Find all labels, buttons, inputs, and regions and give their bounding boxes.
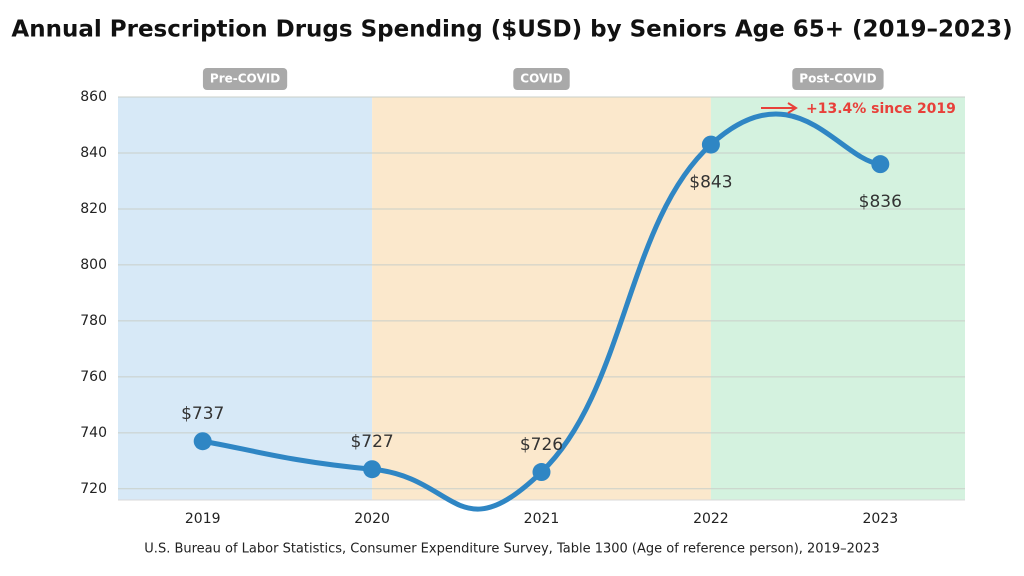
y-tick-label: 820 — [80, 201, 107, 217]
source-note: U.S. Bureau of Labor Statistics, Consume… — [144, 542, 879, 557]
y-tick-label: 780 — [80, 313, 107, 329]
data-point — [363, 460, 382, 479]
y-tick-label: 840 — [80, 145, 107, 161]
region-label: COVID — [520, 72, 562, 86]
y-tick-label: 740 — [80, 425, 107, 441]
x-tick-label: 2023 — [862, 511, 898, 527]
data-label: $726 — [520, 435, 563, 455]
region-band — [710, 97, 965, 500]
x-tick-label: 2020 — [354, 511, 390, 527]
chart-title: Annual Prescription Drugs Spending ($USD… — [11, 17, 1012, 43]
data-label: $737 — [181, 404, 224, 424]
region-label: Pre-COVID — [210, 72, 280, 86]
region-badge — [202, 68, 288, 90]
x-tick-label: 2022 — [693, 511, 729, 527]
data-point — [871, 155, 890, 174]
y-tick-label: 720 — [80, 481, 107, 497]
x-tick-label: 2019 — [185, 511, 221, 527]
data-point — [193, 432, 212, 451]
region-badge — [792, 68, 884, 90]
annotation-text: +13.4% since 2019 — [806, 101, 956, 117]
y-tick-label: 860 — [80, 89, 107, 105]
y-tick-label: 760 — [80, 369, 107, 385]
region-band — [118, 97, 373, 500]
region-badge — [513, 68, 570, 90]
data-point — [701, 135, 720, 154]
data-label: $836 — [859, 192, 902, 212]
region-label: Post-COVID — [799, 72, 876, 86]
data-label: $727 — [350, 432, 393, 452]
data-point — [532, 463, 551, 482]
annotation-arrowhead — [787, 102, 798, 114]
data-label: $843 — [689, 173, 732, 193]
line-path — [200, 111, 883, 512]
y-tick-label: 800 — [80, 257, 107, 273]
x-tick-label: 2021 — [524, 511, 560, 527]
